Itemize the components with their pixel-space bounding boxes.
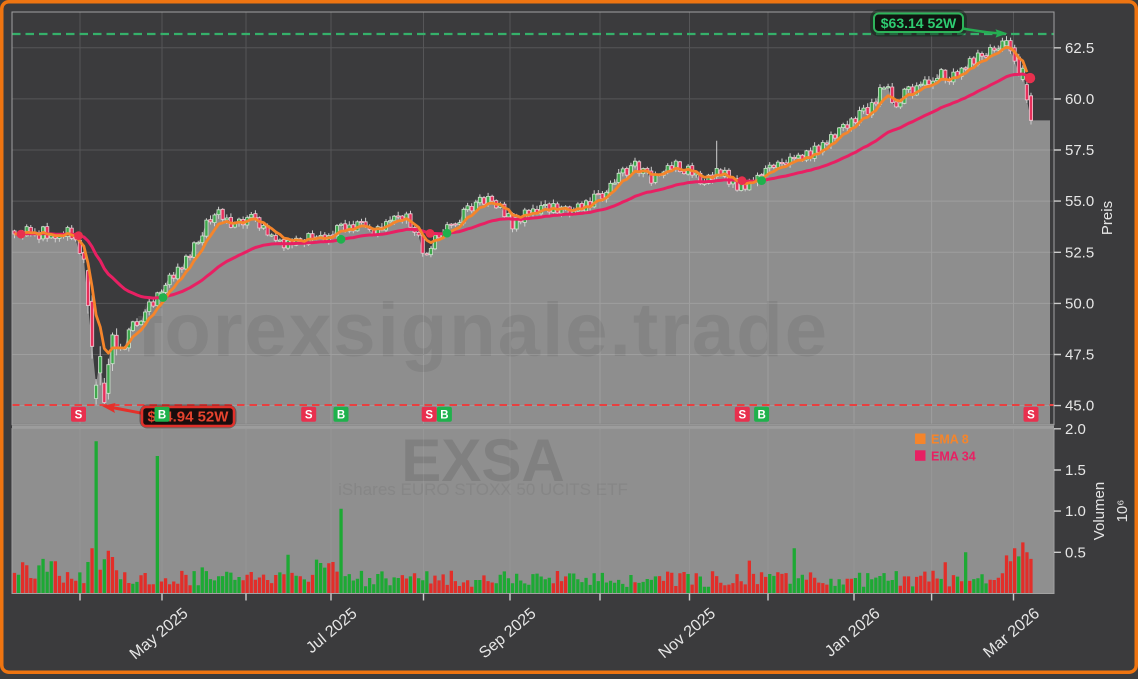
svg-text:iShares EURO STOXX 50 UCITS ET: iShares EURO STOXX 50 UCITS ETF xyxy=(338,480,628,499)
svg-text:Preis: Preis xyxy=(1099,201,1116,235)
svg-text:45.0: 45.0 xyxy=(1065,398,1094,415)
svg-text:57.5: 57.5 xyxy=(1065,142,1094,159)
svg-text:47.5: 47.5 xyxy=(1065,347,1094,364)
svg-text:1.5: 1.5 xyxy=(1065,462,1086,479)
svg-text:forexsignale.trade: forexsignale.trade xyxy=(137,288,827,373)
svg-text:1.0: 1.0 xyxy=(1065,503,1086,520)
svg-text:S: S xyxy=(1027,410,1035,422)
svg-text:B: B xyxy=(337,410,345,422)
svg-text:B: B xyxy=(440,410,448,422)
svg-text:EMA 34: EMA 34 xyxy=(931,449,976,463)
svg-text:0.5: 0.5 xyxy=(1065,544,1086,561)
svg-text:10⁶: 10⁶ xyxy=(1114,500,1131,523)
svg-text:B: B xyxy=(158,410,166,422)
svg-text:S: S xyxy=(738,410,746,422)
svg-text:B: B xyxy=(757,410,765,422)
svg-text:EXSA: EXSA xyxy=(401,427,564,494)
svg-text:Volumen: Volumen xyxy=(1091,482,1108,540)
svg-text:60.0: 60.0 xyxy=(1065,91,1094,108)
svg-text:2.0: 2.0 xyxy=(1065,421,1086,438)
svg-text:S: S xyxy=(75,410,83,422)
svg-text:55.0: 55.0 xyxy=(1065,193,1094,210)
svg-text:S: S xyxy=(305,410,313,422)
svg-text:50.0: 50.0 xyxy=(1065,295,1094,312)
svg-text:62.5: 62.5 xyxy=(1065,40,1094,57)
svg-text:$63.14 52W: $63.14 52W xyxy=(881,15,957,31)
svg-text:EMA 8: EMA 8 xyxy=(931,433,969,447)
svg-text:S: S xyxy=(425,410,433,422)
svg-text:52.5: 52.5 xyxy=(1065,244,1094,261)
